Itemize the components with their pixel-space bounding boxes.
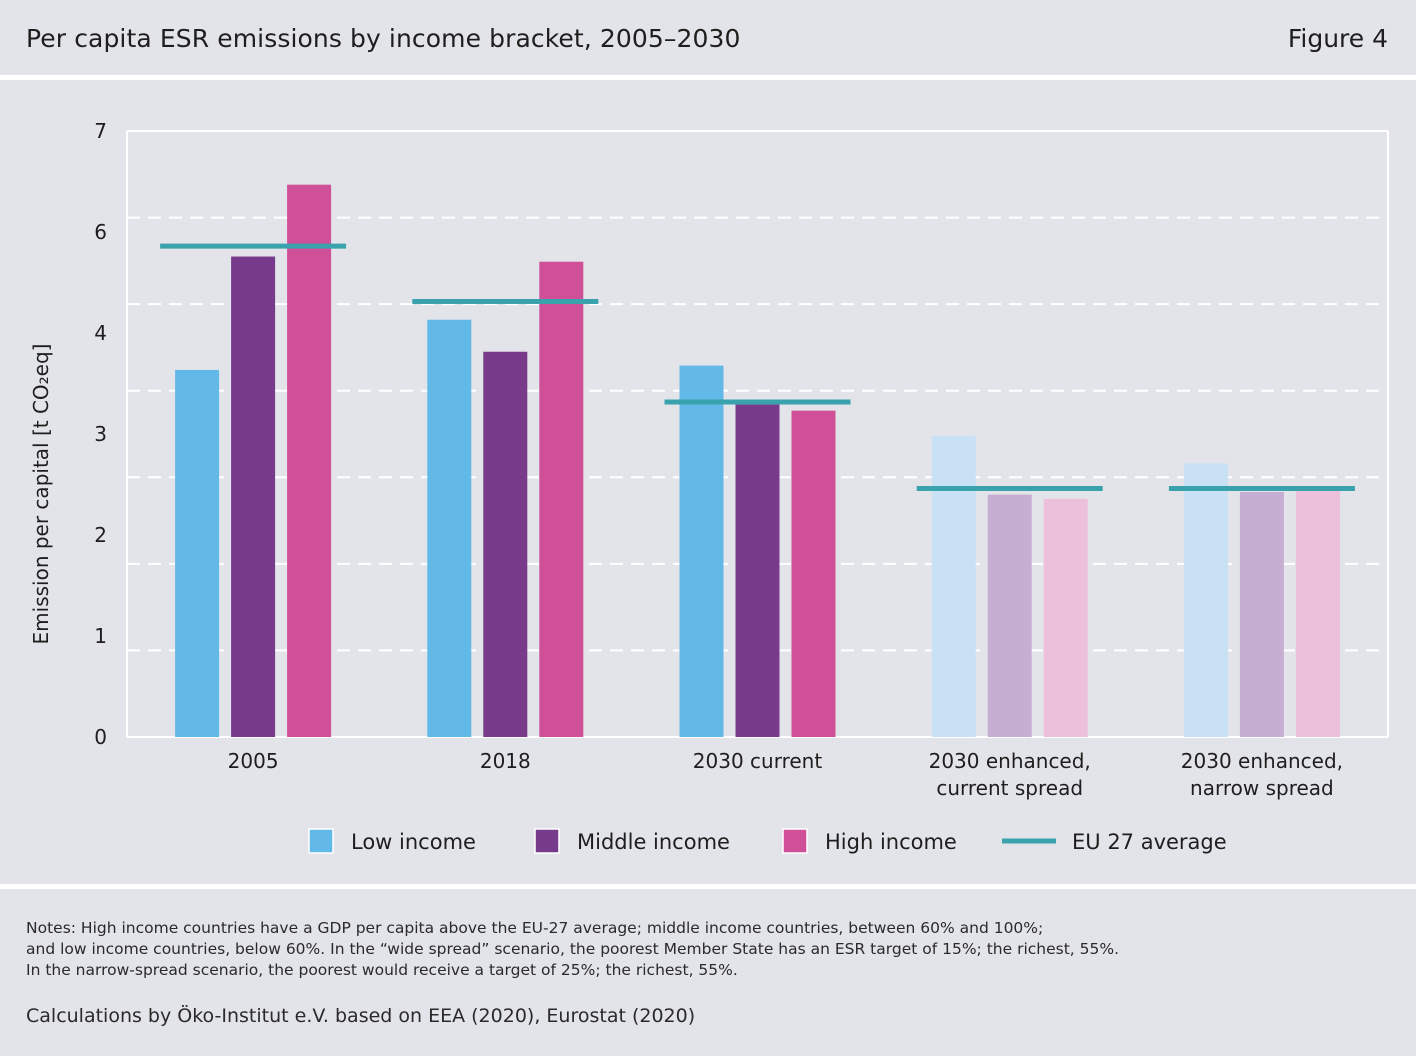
notes-line: In the narrow-spread scenario, the poore… — [26, 961, 738, 979]
low-income-bar — [175, 369, 220, 737]
high-income-legend-label: High income — [825, 830, 957, 854]
middle-income-bar — [735, 404, 780, 737]
high-income-bar — [287, 184, 332, 737]
x-category-label: 2018 — [480, 749, 531, 773]
axes: 0 1 2 3 4 6 7 Emission per capital [t CO₂eq] 200… — [29, 119, 1343, 800]
notes-line: Notes: High income countries have a GDP … — [26, 919, 1044, 937]
y-axis-title: Emission per capital [t CO₂eq] — [29, 344, 53, 645]
x-category-label: 2030 current — [693, 749, 823, 773]
high-income-bar — [539, 261, 584, 737]
chart-title: Per capita ESR emissions by income brack… — [26, 24, 741, 53]
high-income-bar — [1043, 498, 1088, 737]
x-category-label: narrow spread — [1190, 776, 1334, 800]
emissions-bar-chart: 0 1 2 3 4 6 7 Emission per capital [t CO₂eq] 200… — [29, 119, 1389, 854]
high-income-bar — [1295, 491, 1340, 737]
high-income-bar — [791, 410, 836, 737]
notes-line: and low income countries, below 60%. In … — [26, 940, 1120, 958]
low-income-bar — [679, 365, 724, 737]
high-income-legend-swatch — [782, 828, 808, 854]
header-divider — [0, 75, 1416, 80]
middle-income-bar — [987, 494, 1032, 737]
middle-income-bar — [483, 351, 528, 737]
low-income-bar — [931, 435, 976, 737]
eu-average-lines — [160, 243, 1355, 492]
x-category-label: current spread — [936, 776, 1083, 800]
bars — [175, 184, 1340, 737]
y-tick-label: 0 — [94, 725, 107, 749]
y-tick-label: 7 — [94, 119, 107, 143]
low-income-legend-label: Low income — [351, 830, 476, 854]
middle-income-bar — [231, 256, 276, 737]
source-note: Calculations by Öko-Institut e.V. based … — [26, 1005, 696, 1027]
footer-divider — [0, 884, 1416, 889]
x-category-label: 2005 — [228, 749, 279, 773]
y-tick-label: 4 — [94, 321, 107, 345]
notes: Notes: High income countries have a GDP … — [26, 918, 1119, 981]
y-tick-label: 2 — [94, 523, 107, 547]
x-category-label: 2030 enhanced, — [1181, 749, 1343, 773]
low-income-legend-swatch — [308, 828, 334, 854]
x-category-label: 2030 enhanced, — [929, 749, 1091, 773]
header: Per capita ESR emissions by income brack… — [0, 0, 1416, 78]
figure-label: Figure 4 — [1287, 24, 1388, 53]
y-tick-label: 3 — [94, 422, 107, 446]
low-income-bar — [427, 319, 472, 737]
y-tick-label: 1 — [94, 624, 107, 648]
middle-income-legend-label: Middle income — [577, 830, 730, 854]
low-income-bar — [1183, 463, 1228, 737]
legend: Low income Middle income High income EU 27 … — [308, 828, 1227, 854]
y-tick-label: 6 — [94, 220, 107, 244]
middle-income-bar — [1239, 492, 1284, 737]
middle-income-legend-swatch — [534, 828, 560, 854]
eu-average-legend-label: EU 27 average — [1072, 830, 1227, 854]
